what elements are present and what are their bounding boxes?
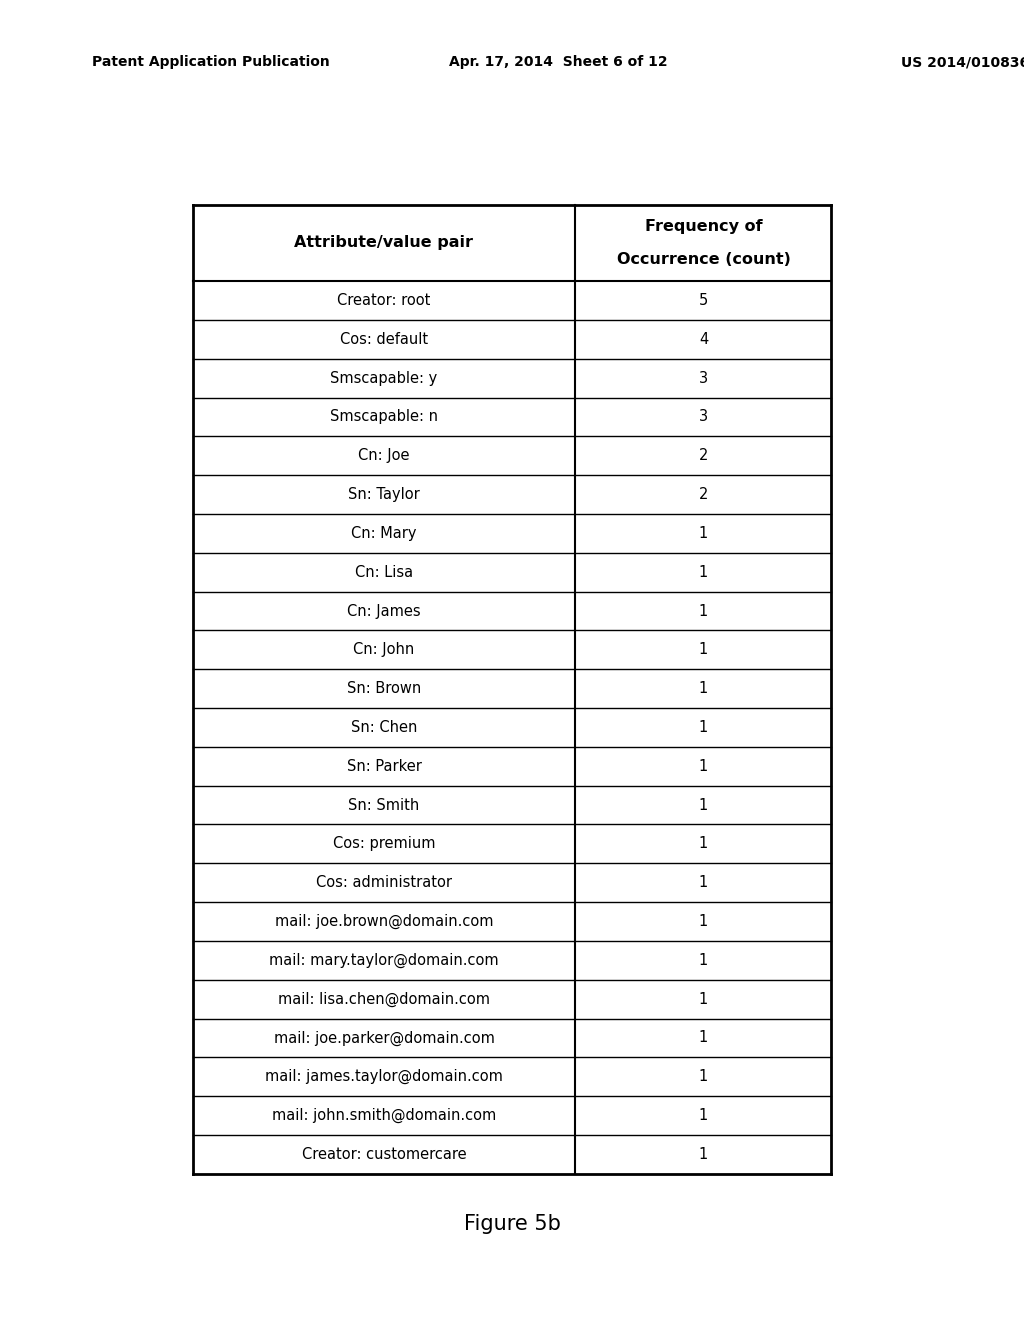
Text: Cos: administrator: Cos: administrator bbox=[316, 875, 452, 890]
Text: Sn: Taylor: Sn: Taylor bbox=[348, 487, 420, 502]
Text: 3: 3 bbox=[699, 409, 708, 425]
Text: Sn: Brown: Sn: Brown bbox=[347, 681, 421, 696]
Text: 1: 1 bbox=[698, 913, 709, 929]
Text: Creator: root: Creator: root bbox=[337, 293, 431, 308]
Text: Cos: premium: Cos: premium bbox=[333, 837, 435, 851]
Text: 1: 1 bbox=[698, 837, 709, 851]
Text: 1: 1 bbox=[698, 525, 709, 541]
Text: 1: 1 bbox=[698, 719, 709, 735]
Text: Sn: Smith: Sn: Smith bbox=[348, 797, 420, 813]
Text: mail: joe.parker@domain.com: mail: joe.parker@domain.com bbox=[273, 1031, 495, 1045]
Text: mail: lisa.chen@domain.com: mail: lisa.chen@domain.com bbox=[278, 991, 490, 1007]
Text: Smscapable: n: Smscapable: n bbox=[330, 409, 438, 425]
Text: 1: 1 bbox=[698, 643, 709, 657]
Text: Cn: Joe: Cn: Joe bbox=[358, 449, 410, 463]
Text: 1: 1 bbox=[698, 1107, 709, 1123]
Text: Figure 5b: Figure 5b bbox=[464, 1213, 560, 1234]
Text: 3: 3 bbox=[699, 371, 708, 385]
Text: Cn: Mary: Cn: Mary bbox=[351, 525, 417, 541]
Text: 1: 1 bbox=[698, 759, 709, 774]
Text: 1: 1 bbox=[698, 565, 709, 579]
Text: 1: 1 bbox=[698, 875, 709, 890]
Text: Cos: default: Cos: default bbox=[340, 331, 428, 347]
Text: Smscapable: y: Smscapable: y bbox=[331, 371, 437, 385]
Text: 1: 1 bbox=[698, 1031, 709, 1045]
Text: 1: 1 bbox=[698, 681, 709, 696]
Text: 4: 4 bbox=[698, 331, 709, 347]
Text: 1: 1 bbox=[698, 797, 709, 813]
Text: Sn: Parker: Sn: Parker bbox=[346, 759, 422, 774]
Text: 1: 1 bbox=[698, 953, 709, 968]
Text: 1: 1 bbox=[698, 1069, 709, 1084]
Text: Sn: Chen: Sn: Chen bbox=[351, 719, 417, 735]
Text: Frequency of: Frequency of bbox=[645, 219, 762, 234]
Text: Creator: customercare: Creator: customercare bbox=[302, 1147, 466, 1162]
Text: 2: 2 bbox=[698, 487, 709, 502]
Text: 1: 1 bbox=[698, 1147, 709, 1162]
Text: mail: james.taylor@domain.com: mail: james.taylor@domain.com bbox=[265, 1069, 503, 1084]
Text: Apr. 17, 2014  Sheet 6 of 12: Apr. 17, 2014 Sheet 6 of 12 bbox=[449, 55, 668, 70]
Text: mail: john.smith@domain.com: mail: john.smith@domain.com bbox=[272, 1107, 496, 1123]
Text: 1: 1 bbox=[698, 603, 709, 619]
Text: 2: 2 bbox=[698, 449, 709, 463]
Text: Attribute/value pair: Attribute/value pair bbox=[295, 235, 473, 251]
Text: Cn: James: Cn: James bbox=[347, 603, 421, 619]
Text: Occurrence (count): Occurrence (count) bbox=[616, 252, 791, 267]
Text: 1: 1 bbox=[698, 991, 709, 1007]
Text: mail: mary.taylor@domain.com: mail: mary.taylor@domain.com bbox=[269, 953, 499, 968]
Text: mail: joe.brown@domain.com: mail: joe.brown@domain.com bbox=[274, 913, 494, 929]
Text: Cn: John: Cn: John bbox=[353, 643, 415, 657]
Text: Cn: Lisa: Cn: Lisa bbox=[355, 565, 413, 579]
Text: Patent Application Publication: Patent Application Publication bbox=[92, 55, 330, 70]
Text: US 2014/0108364 A1: US 2014/0108364 A1 bbox=[901, 55, 1024, 70]
Text: 5: 5 bbox=[698, 293, 709, 308]
